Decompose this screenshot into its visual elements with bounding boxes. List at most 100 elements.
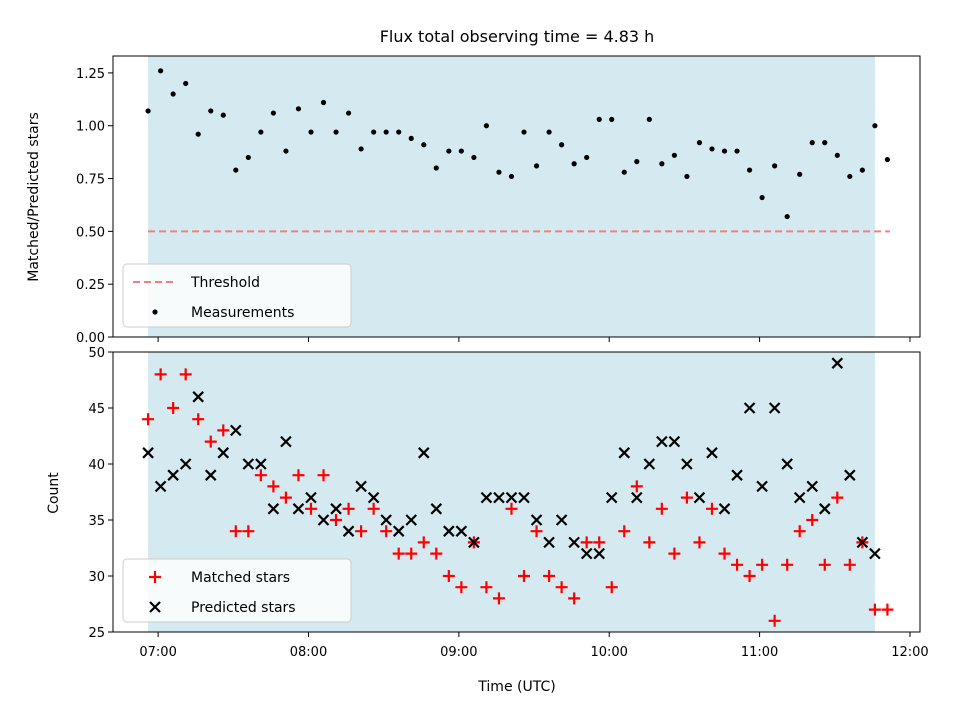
legend-box [122,558,352,623]
data-point-predicted-stars [179,458,192,470]
data-point-measurements [170,91,176,97]
data-point-matched-stars [442,570,455,582]
x-tick-label: 10:00 [590,645,627,660]
data-point-measurements [333,129,339,135]
data-point-matched-stars [367,502,380,515]
data-point-measurements [320,99,327,106]
data-point-predicted-stars [518,491,530,504]
data-point-predicted-stars [543,536,555,549]
data-point-measurements [408,135,414,141]
data-point-predicted-stars [280,435,292,448]
data-point-measurements [183,80,189,87]
data-point-predicted-stars [217,447,230,459]
data-point-matched-stars [492,592,505,605]
y-tick-label: 50 [88,346,105,361]
data-point-predicted-stars [305,491,317,504]
data-point-matched-stars [179,368,192,381]
data-point-predicted-stars [593,547,605,560]
x-axis-label: Time (UTC) [477,679,555,695]
data-point-predicted-stars [818,503,831,515]
data-point-matched-stars [768,614,781,627]
data-point-measurements [446,148,452,154]
data-point-predicted-stars [468,536,480,549]
data-point-matched-stars [380,525,393,538]
data-point-matched-stars [330,514,343,526]
y-tick-label: 25 [88,626,105,641]
data-point-matched-stars [868,603,881,616]
data-point-predicted-stars [167,469,179,481]
data-point-measurements [872,123,878,129]
data-point-measurements [283,148,289,154]
data-point-measurements [696,140,703,146]
data-point-predicted-stars [417,447,430,459]
x-tick-label: 11:00 [741,645,778,660]
data-point-matched-stars [267,480,280,493]
data-point-matched-stars [593,536,606,549]
data-point-predicted-stars [443,525,455,537]
legend-swatch [152,309,158,315]
data-point-matched-stars [317,469,330,482]
y-tick-label: 0.50 [76,225,105,240]
data-point-matched-stars [430,547,443,560]
data-point-matched-stars [480,581,493,594]
top-panel: 0.00 0.25 0.50 0.75 1.00 1.25 Threshold Measure… [76,55,921,346]
data-point-predicted-stars [493,491,505,504]
data-point-predicted-stars [643,458,656,470]
data-point-predicted-stars [204,469,217,481]
data-point-measurements [208,108,214,114]
data-point-matched-stars [731,558,744,571]
data-point-measurements [559,142,565,148]
data-point-measurements [809,140,815,146]
data-point-measurements [822,140,828,146]
data-point-predicted-stars [530,514,543,526]
top-y-axis-label: Matched/Predicted stars [26,112,42,282]
data-point-predicted-stars [831,357,844,369]
data-point-measurements [308,129,314,135]
legend-label: Measurements [191,305,294,321]
data-point-measurements [734,148,740,154]
data-point-predicted-stars [781,458,793,470]
data-point-predicted-stars [793,491,806,504]
data-point-measurements [371,129,377,135]
data-point-measurements [270,110,276,116]
data-point-measurements [772,163,778,169]
data-point-matched-stars [204,435,217,448]
data-point-measurements [396,129,402,135]
data-point-measurements [609,116,615,122]
data-point-predicted-stars [706,447,718,459]
data-point-matched-stars [192,413,205,426]
data-point-predicted-stars [768,402,781,414]
data-point-matched-stars [392,547,405,560]
data-point-measurements [797,171,803,177]
data-point-predicted-stars [292,503,305,515]
data-point-measurements [421,142,427,148]
data-point-matched-stars [555,581,568,594]
data-point-matched-stars [254,469,267,482]
data-point-predicted-stars [618,447,631,459]
data-point-predicted-stars [255,458,267,470]
data-point-matched-stars [292,469,305,482]
data-point-matched-stars [568,592,581,605]
data-point-predicted-stars [392,525,405,537]
data-point-measurements [596,116,602,122]
data-point-matched-stars [580,536,593,549]
data-point-predicted-stars [317,514,330,526]
data-point-matched-stars [680,491,693,504]
data-point-measurements [345,110,352,116]
data-point-predicted-stars [367,491,380,504]
chart-title: Flux total observing time = 4.83 h [380,27,655,46]
x-tick-label: 08:00 [290,645,327,660]
y-tick-label: 45 [88,402,105,417]
data-point-matched-stars [655,502,668,515]
data-point-measurements [784,213,790,220]
data-point-measurements [847,173,853,180]
data-point-measurements [521,129,527,135]
data-point-matched-stars [417,536,430,549]
data-point-matched-stars [405,547,418,560]
legend-box [122,263,352,328]
data-point-measurements [834,152,840,158]
plot-frame [112,351,921,633]
data-point-predicted-stars [455,525,468,537]
data-point-measurements [158,68,164,74]
